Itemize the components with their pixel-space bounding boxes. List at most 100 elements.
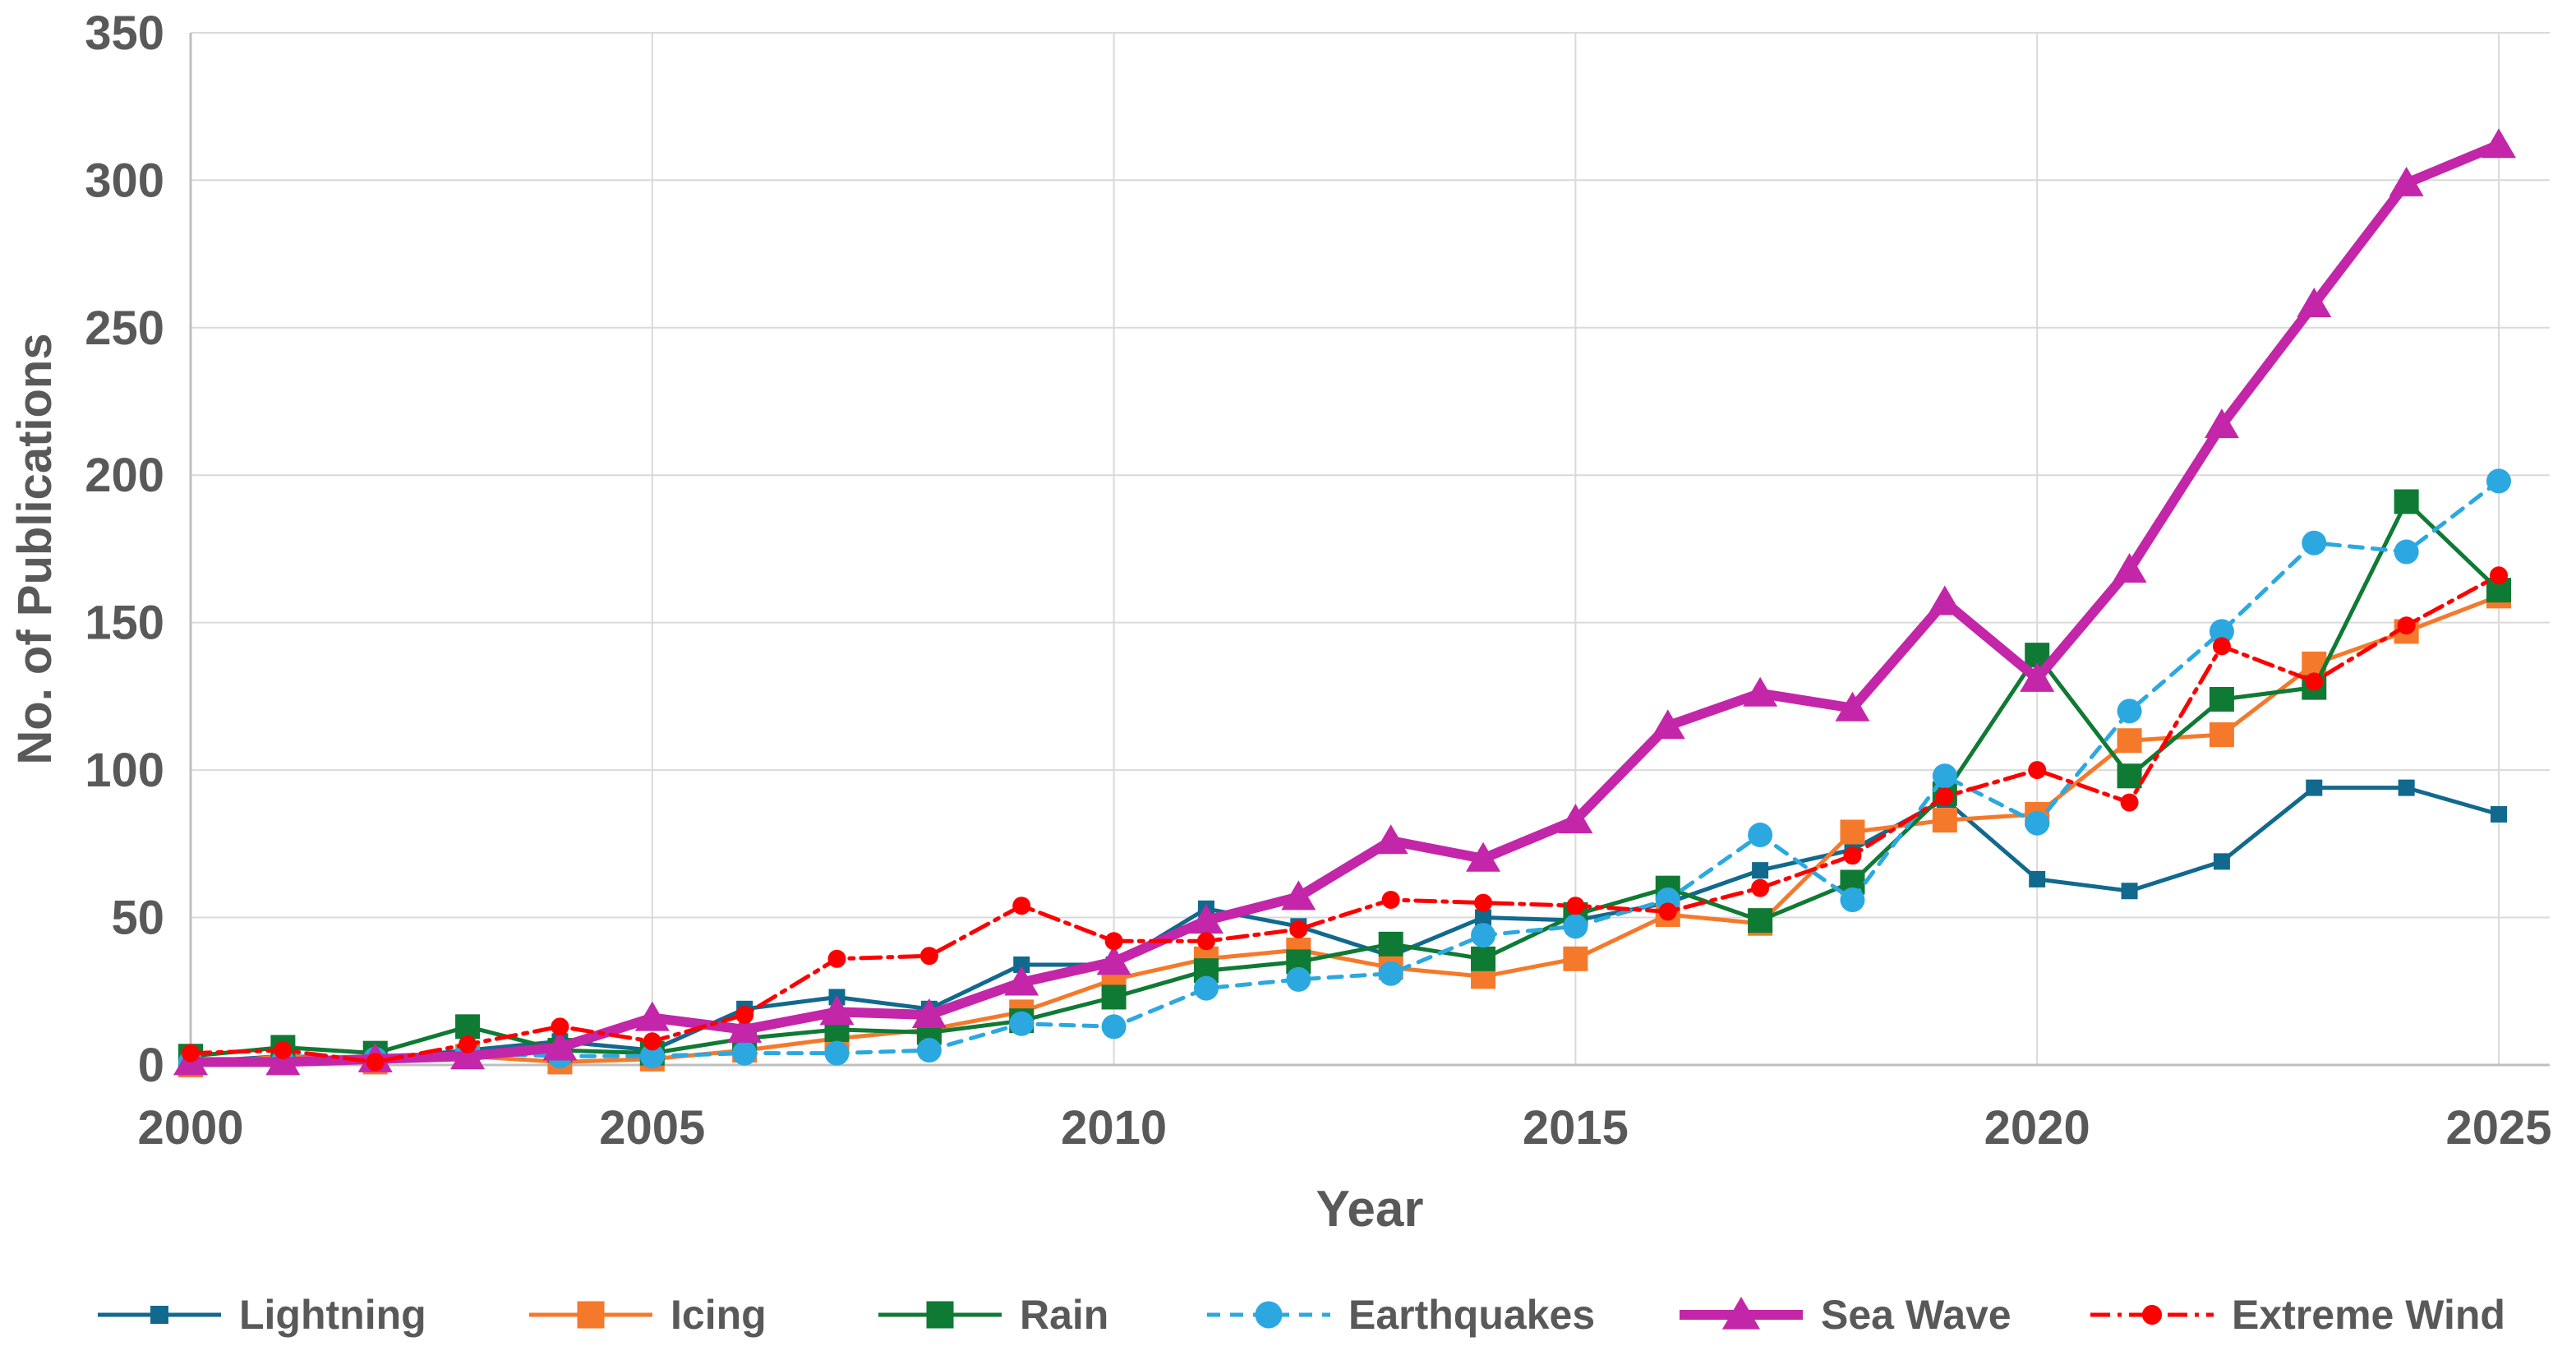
marker-rain [1748,908,1773,934]
marker-earthquakes [1563,914,1588,939]
marker-extreme-wind [1658,902,1677,921]
marker-sea-wave [1466,841,1501,872]
axis-tick-labels: 0 50 100 150 200 250 300 350 2000 2005 2010 2015 202… [85,7,2551,1155]
marker-rain [1378,931,1403,957]
marker-lightning [2398,779,2415,796]
series-lines [173,128,2516,1077]
marker-sea-wave [1558,804,1593,834]
marker-sea-wave [2112,553,2147,583]
marker-earthquakes [1286,966,1311,992]
marker-rain [455,1014,481,1040]
y-tick-label: 0 [138,1039,164,1092]
marker-sea-wave [1721,1297,1761,1330]
x-tick-label: 2005 [599,1101,705,1155]
marker-lightning [2213,853,2230,870]
x-tick-label: 2025 [2445,1101,2551,1155]
series-line-extreme-wind [188,573,2501,1064]
series-earthquakes [178,468,2511,1075]
marker-rain [926,1301,954,1329]
marker-earthquakes [639,1044,665,1069]
marker-lightning [1475,909,1492,926]
series-lightning [182,779,2507,1071]
series-rain [178,489,2511,1069]
marker-extreme-wind [1196,932,1215,951]
marker-sea-wave [1004,966,1039,996]
marker-earthquakes [2025,810,2050,836]
marker-rain [2209,686,2234,712]
marker-earthquakes [1471,923,1496,948]
y-tick-label: 100 [85,744,164,797]
marker-extreme-wind [2028,761,2047,780]
legend-label-rain: Rain [1020,1292,1108,1338]
legend-item-icing: Icing [529,1292,767,1338]
x-tick-label: 2015 [1523,1101,1629,1155]
marker-extreme-wind [643,1032,661,1051]
legend-item-rain: Rain [878,1292,1108,1338]
y-tick-label: 300 [85,154,164,207]
marker-rain [2394,489,2419,514]
marker-sea-wave [634,1001,670,1031]
x-tick-label: 2020 [1984,1101,2090,1155]
series-line-rain [188,500,2501,1058]
marker-lightning [2121,883,2138,900]
series-line-earthquakes [188,478,2501,1064]
gridlines [190,31,2550,1066]
marker-rain [2117,763,2142,789]
marker-rain [1471,946,1496,971]
marker-sea-wave [2204,408,2239,439]
marker-extreme-wind [1566,897,1585,915]
marker-earthquakes [2394,539,2419,565]
legend-item-earthquakes: Earthquakes [1207,1292,1595,1338]
marker-lightning [1752,862,1769,879]
marker-earthquakes [1193,975,1219,1001]
x-tick-label: 2000 [137,1101,243,1155]
marker-sea-wave [1835,691,1870,721]
legend-label-extreme-wind: Extreme Wind [2232,1292,2505,1338]
marker-extreme-wind [1935,787,1954,806]
marker-earthquakes [2117,698,2142,724]
marker-extreme-wind [182,1044,200,1063]
y-axis-title: No. of Publications [8,333,62,764]
marker-sea-wave [1096,945,1131,975]
marker-extreme-wind [1843,846,1862,865]
marker-sea-wave [2020,662,2055,692]
marker-extreme-wind [2212,637,2231,656]
marker-icing [1840,819,1865,845]
marker-extreme-wind [1104,932,1123,951]
marker-sea-wave [819,995,855,1026]
series-extreme-wind [182,566,2508,1072]
y-tick-label: 350 [85,7,164,60]
series-line-lightning [188,786,2501,1064]
y-tick-label: 50 [111,892,164,945]
marker-icing [2117,728,2142,754]
marker-sea-wave [1281,880,1316,911]
axis-lines [189,33,2550,1067]
marker-rain [1101,984,1127,1010]
marker-icing [2209,722,2234,748]
legend-label-sea-wave: Sea Wave [1821,1292,2011,1338]
marker-extreme-wind [735,1005,754,1024]
legend-item-sea-wave: Sea Wave [1680,1292,2011,1338]
series-line-icing [188,593,2501,1067]
marker-icing [577,1301,605,1329]
marker-sea-wave [1927,585,1962,615]
marker-sea-wave [911,998,947,1028]
marker-sea-wave [450,1040,486,1070]
marker-extreme-wind [1012,897,1031,915]
marker-sea-wave [542,1030,578,1061]
x-tick-label: 2010 [1061,1101,1167,1155]
marker-lightning [150,1306,168,1324]
marker-extreme-wind [2490,566,2508,585]
legend: Lightning Icing Rain Earthquakes Sea Wave Ext… [98,1292,2505,1338]
marker-earthquakes [1009,1011,1035,1036]
y-tick-label: 250 [85,302,164,355]
marker-extreme-wind [1751,878,1770,897]
marker-earthquakes [2209,619,2234,644]
marker-sea-wave [2389,166,2424,196]
marker-sea-wave [727,1012,763,1043]
marker-extreme-wind [274,1041,293,1060]
marker-earthquakes [1378,961,1403,986]
marker-extreme-wind [827,949,846,968]
